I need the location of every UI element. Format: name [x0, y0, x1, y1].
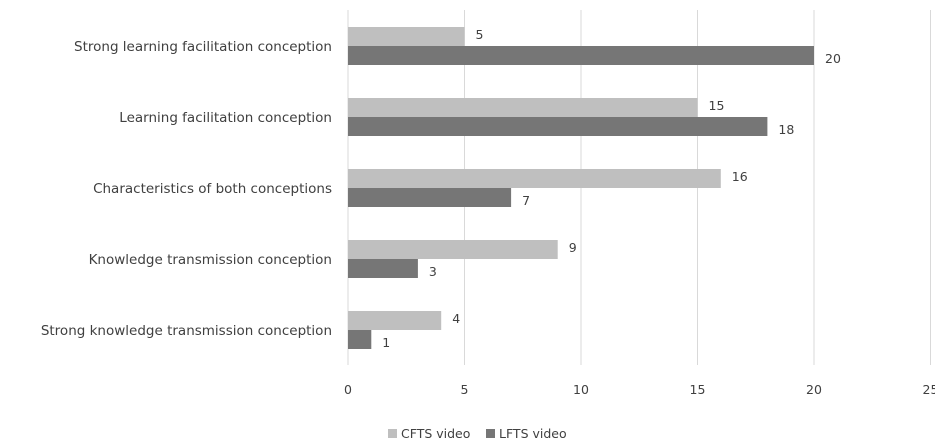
bar-cfts-3 [348, 240, 558, 259]
data-label-cfts-4: 4 [452, 311, 460, 326]
bar-lfts-3 [348, 259, 418, 278]
x-tick-label-0: 0 [344, 382, 352, 397]
bar-lfts-4 [348, 330, 372, 349]
category-labels: Strong learning facilitation conception L… [41, 39, 332, 339]
data-label-lfts-0: 20 [825, 51, 841, 66]
data-label-cfts-0: 5 [476, 27, 484, 42]
bar-cfts-2 [348, 169, 721, 188]
data-label-lfts-3: 3 [429, 264, 437, 279]
data-label-lfts-2: 7 [522, 193, 530, 208]
data-label-cfts-1: 15 [709, 98, 725, 113]
category-label-1: Learning facilitation conception [119, 110, 332, 126]
x-tick-label-20: 20 [806, 382, 822, 397]
bar-lfts-0 [348, 46, 814, 65]
bar-cfts-1 [348, 98, 698, 117]
x-tick-label-15: 15 [690, 382, 706, 397]
category-label-2: Characteristics of both conceptions [93, 181, 332, 197]
category-label-0: Strong learning facilitation conception [74, 39, 332, 55]
legend-label-cfts: CFTS video [401, 426, 470, 441]
x-tick-label-25: 25 [923, 382, 935, 397]
bar-cfts-4 [348, 311, 442, 330]
data-label-cfts-2: 16 [732, 169, 748, 184]
category-label-4: Strong knowledge transmission conception [41, 323, 332, 339]
bar-lfts-2 [348, 188, 512, 207]
bar-lfts-1 [348, 117, 768, 136]
legend-swatch-cfts [388, 429, 397, 438]
x-axis-tick-labels: 0 5 10 15 20 25 [344, 382, 935, 397]
legend: CFTS video LFTS video [388, 426, 567, 441]
category-label-3: Knowledge transmission conception [89, 252, 332, 268]
legend-swatch-lfts [486, 429, 495, 438]
x-tick-label-5: 5 [461, 382, 469, 397]
legend-label-lfts: LFTS video [499, 426, 567, 441]
data-label-lfts-1: 18 [778, 122, 794, 137]
bars [348, 27, 814, 349]
data-label-cfts-3: 9 [569, 240, 577, 255]
x-tick-label-10: 10 [573, 382, 589, 397]
value-labels: 5 20 15 18 16 7 9 3 4 1 [382, 27, 841, 350]
bar-cfts-0 [348, 27, 465, 46]
data-label-lfts-4: 1 [382, 335, 390, 350]
